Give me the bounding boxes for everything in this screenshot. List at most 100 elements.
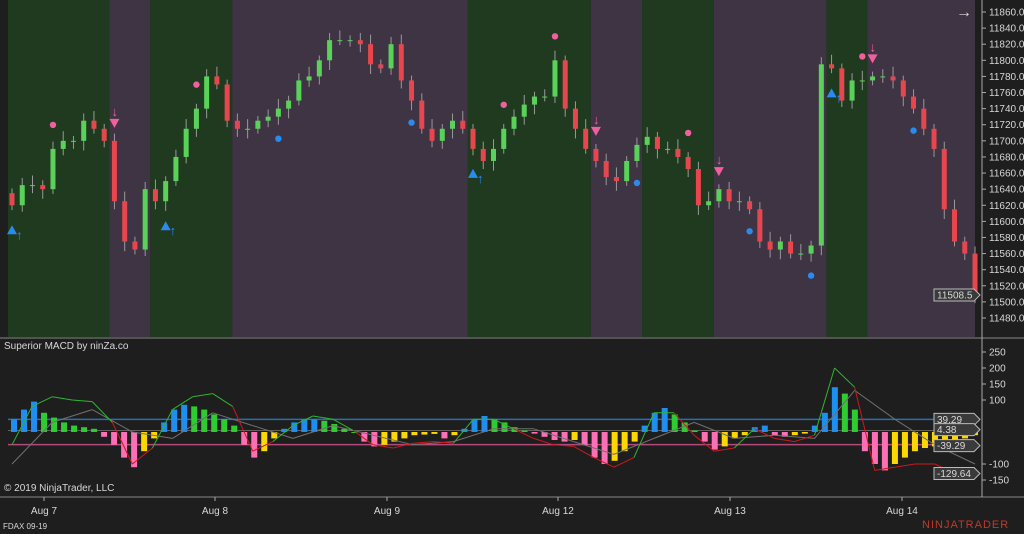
macd-tick-label: -150 xyxy=(989,476,1009,487)
sell-triangle-icon xyxy=(590,126,601,136)
bear-dot-icon xyxy=(859,53,866,60)
macd-line-segment xyxy=(493,418,514,430)
candle-down xyxy=(214,76,220,85)
macd-tick-label: 100 xyxy=(989,396,1006,407)
regime-band-up xyxy=(8,0,110,337)
candle-up xyxy=(511,116,517,129)
upper-level-label: 39.29 xyxy=(937,415,962,426)
histogram-bar xyxy=(131,432,138,468)
histogram-bar xyxy=(951,432,958,442)
price-tick-label: 11700.0 xyxy=(989,136,1024,147)
histogram-bar xyxy=(581,432,588,445)
macd-line-segment xyxy=(452,418,474,444)
macd-line-segment xyxy=(774,437,795,443)
candle-down xyxy=(654,136,660,149)
histogram-bar xyxy=(691,430,698,432)
signal-line-segment xyxy=(92,409,133,433)
candle-up xyxy=(327,40,333,61)
histogram-bar xyxy=(101,432,108,437)
last-price-label: 11508.5 xyxy=(937,291,973,302)
histogram-bar xyxy=(861,432,868,452)
candle-up xyxy=(173,156,179,182)
macd-line-segment xyxy=(794,434,815,443)
histogram-bar xyxy=(611,432,618,461)
histogram-bar xyxy=(301,419,308,432)
signal-line-segment xyxy=(533,428,574,443)
buy-arrow-icon: ↑ xyxy=(836,90,843,105)
macd-line-segment xyxy=(553,444,574,447)
histogram-bar xyxy=(891,432,898,464)
macd-line-segment xyxy=(513,428,534,439)
candle-down xyxy=(40,185,46,190)
candle-up xyxy=(501,128,507,149)
candle-down xyxy=(132,241,138,250)
macd-line-segment xyxy=(132,447,153,465)
histogram-bar xyxy=(81,427,88,432)
candle-up xyxy=(880,76,886,78)
histogram-bar xyxy=(571,432,578,440)
histogram-bar xyxy=(411,432,418,436)
arrow-right-icon[interactable]: → xyxy=(956,4,972,21)
candle-up xyxy=(60,140,66,149)
histogram-bar xyxy=(491,419,498,432)
price-tick-label: 11580.0 xyxy=(989,233,1024,244)
candle-down xyxy=(122,201,128,242)
price-tick-label: 11720.0 xyxy=(989,120,1024,131)
instrument-label: FDAX 09-19 xyxy=(3,522,48,531)
histogram-bar xyxy=(661,408,668,432)
histogram-bar xyxy=(821,412,828,432)
macd-line-segment xyxy=(593,457,615,468)
histogram-bar xyxy=(731,432,738,439)
candle-up xyxy=(624,160,630,182)
candle-down xyxy=(921,108,927,129)
candle-down xyxy=(962,241,968,254)
candle-down xyxy=(747,201,753,210)
histogram-bar xyxy=(701,432,708,442)
buy-triangle-icon xyxy=(7,225,17,235)
macd-line-segment xyxy=(613,457,635,468)
regime-band-up xyxy=(642,0,714,337)
macd-line-segment xyxy=(433,441,454,444)
candle-down xyxy=(941,148,947,210)
candle-down xyxy=(583,128,589,149)
macd-line-segment xyxy=(31,396,53,407)
price-tick-label: 11520.0 xyxy=(989,281,1024,292)
candle-up xyxy=(808,245,814,254)
candle-up xyxy=(870,76,876,81)
candle-down xyxy=(839,68,845,101)
macd-line-segment xyxy=(252,441,274,452)
macd-line-segment xyxy=(212,393,233,407)
macd-value-label-tag xyxy=(933,466,981,480)
candle-up xyxy=(275,108,281,117)
histogram-bar xyxy=(541,432,548,437)
candle-up xyxy=(50,148,56,190)
candle-up xyxy=(142,189,148,250)
histogram-bar xyxy=(241,432,248,445)
signal-line-segment xyxy=(132,431,173,439)
macd-line-segment xyxy=(312,415,334,420)
histogram-bar xyxy=(251,432,258,458)
histogram-bar xyxy=(321,420,328,432)
candle-down xyxy=(224,84,230,121)
bull-dot-icon xyxy=(807,272,815,279)
price-tick-label: 11800.0 xyxy=(989,56,1024,67)
mid-level-label: 4.38 xyxy=(937,425,957,436)
histogram-bar xyxy=(201,409,208,432)
candle-down xyxy=(378,64,384,69)
date-tick-label: Aug 8 xyxy=(202,506,229,517)
macd-line-segment xyxy=(332,418,354,431)
histogram-bar xyxy=(161,422,168,432)
macd-line-segment xyxy=(232,406,254,452)
histogram-bar xyxy=(91,428,98,432)
candle-up xyxy=(286,100,292,109)
bull-dot-icon xyxy=(408,119,415,126)
histogram-bar xyxy=(921,432,928,448)
histogram-bar xyxy=(431,432,438,434)
candle-down xyxy=(480,148,486,161)
regime-band-down xyxy=(713,0,827,337)
price-tick-label: 11680.0 xyxy=(989,152,1024,163)
candle-up xyxy=(665,148,671,150)
histogram-bar xyxy=(521,430,528,432)
price-tick-label: 11540.0 xyxy=(989,265,1024,276)
